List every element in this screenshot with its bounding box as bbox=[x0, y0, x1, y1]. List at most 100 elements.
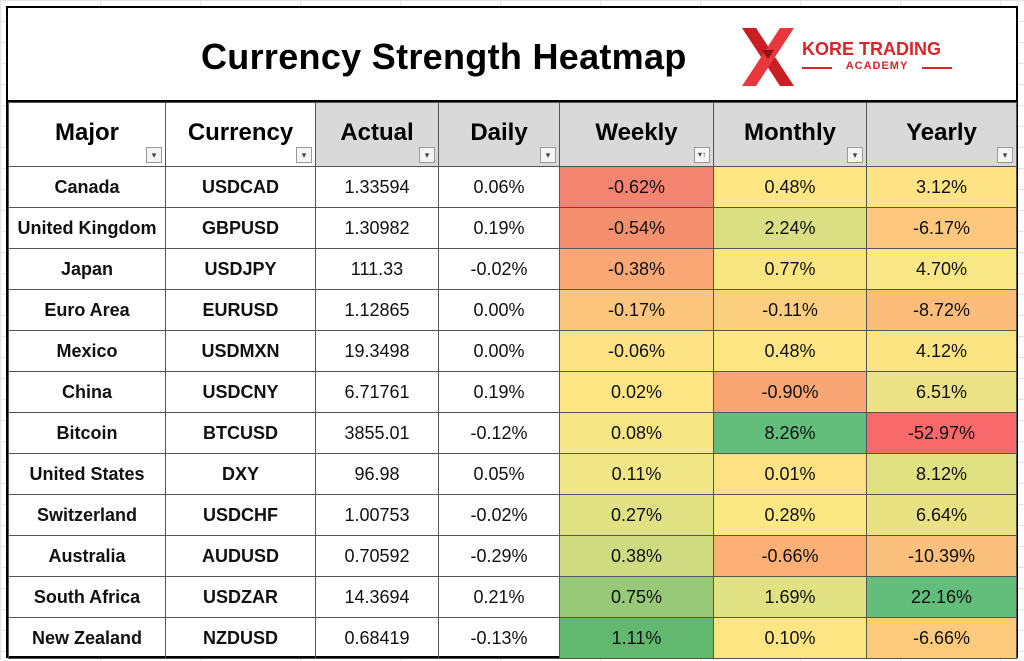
cell-weekly[interactable]: 0.08% bbox=[559, 412, 714, 454]
cell-actual[interactable]: 6.71761 bbox=[315, 371, 439, 413]
cell-actual[interactable]: 14.3694 bbox=[315, 576, 439, 618]
table-row: Bitcoin BTCUSD 3855.01 -0.12% 0.08% 8.26% -52.… bbox=[8, 412, 1017, 454]
cell-major[interactable]: New Zealand bbox=[8, 617, 166, 659]
cell-actual[interactable]: 111.33 bbox=[315, 248, 439, 290]
cell-actual[interactable]: 1.12865 bbox=[315, 289, 439, 331]
cell-actual[interactable]: 0.68419 bbox=[315, 617, 439, 659]
cell-major[interactable]: China bbox=[8, 371, 166, 413]
cell-yearly[interactable]: 8.12% bbox=[866, 453, 1017, 495]
cell-major[interactable]: Australia bbox=[8, 535, 166, 577]
cell-currency[interactable]: NZDUSD bbox=[165, 617, 316, 659]
cell-daily[interactable]: -0.13% bbox=[438, 617, 560, 659]
sort-filter-icon[interactable]: ▾↑ bbox=[694, 147, 710, 163]
cell-monthly[interactable]: 2.24% bbox=[713, 207, 867, 249]
cell-monthly[interactable]: 0.01% bbox=[713, 453, 867, 495]
cell-monthly[interactable]: -0.11% bbox=[713, 289, 867, 331]
cell-actual[interactable]: 1.33594 bbox=[315, 166, 439, 208]
cell-major[interactable]: Mexico bbox=[8, 330, 166, 372]
cell-major[interactable]: Bitcoin bbox=[8, 412, 166, 454]
cell-weekly[interactable]: -0.62% bbox=[559, 166, 714, 208]
cell-major[interactable]: Euro Area bbox=[8, 289, 166, 331]
cell-actual[interactable]: 96.98 bbox=[315, 453, 439, 495]
cell-weekly[interactable]: -0.38% bbox=[559, 248, 714, 290]
column-header-label: Monthly bbox=[744, 118, 836, 146]
cell-weekly[interactable]: -0.54% bbox=[559, 207, 714, 249]
cell-daily[interactable]: 0.06% bbox=[438, 166, 560, 208]
cell-major[interactable]: United States bbox=[8, 453, 166, 495]
cell-yearly[interactable]: 6.51% bbox=[866, 371, 1017, 413]
cell-currency[interactable]: USDMXN bbox=[165, 330, 316, 372]
cell-daily[interactable]: 0.05% bbox=[438, 453, 560, 495]
cell-weekly[interactable]: -0.06% bbox=[559, 330, 714, 372]
cell-weekly[interactable]: 0.27% bbox=[559, 494, 714, 536]
cell-currency[interactable]: USDCAD bbox=[165, 166, 316, 208]
cell-daily[interactable]: 0.19% bbox=[438, 207, 560, 249]
cell-yearly[interactable]: -6.66% bbox=[866, 617, 1017, 659]
cell-daily[interactable]: -0.29% bbox=[438, 535, 560, 577]
column-header-currency: Currency ▾ bbox=[165, 102, 316, 167]
cell-yearly[interactable]: -52.97% bbox=[866, 412, 1017, 454]
filter-dropdown-icon[interactable]: ▾ bbox=[847, 147, 863, 163]
cell-currency[interactable]: USDCHF bbox=[165, 494, 316, 536]
cell-currency[interactable]: DXY bbox=[165, 453, 316, 495]
currency-heatmap-table: Major ▾ Currency ▾ Actual ▾ Daily ▾ Weekly ▾↑ Mont… bbox=[8, 102, 1017, 659]
cell-currency[interactable]: USDJPY bbox=[165, 248, 316, 290]
cell-weekly[interactable]: 0.38% bbox=[559, 535, 714, 577]
cell-monthly[interactable]: 8.26% bbox=[713, 412, 867, 454]
cell-daily[interactable]: -0.02% bbox=[438, 494, 560, 536]
cell-daily[interactable]: -0.02% bbox=[438, 248, 560, 290]
cell-actual[interactable]: 1.00753 bbox=[315, 494, 439, 536]
cell-currency[interactable]: BTCUSD bbox=[165, 412, 316, 454]
filter-dropdown-icon[interactable]: ▾ bbox=[419, 147, 435, 163]
cell-daily[interactable]: 0.00% bbox=[438, 289, 560, 331]
filter-dropdown-icon[interactable]: ▾ bbox=[997, 147, 1013, 163]
cell-actual[interactable]: 19.3498 bbox=[315, 330, 439, 372]
cell-weekly[interactable]: 0.02% bbox=[559, 371, 714, 413]
cell-actual[interactable]: 1.30982 bbox=[315, 207, 439, 249]
cell-yearly[interactable]: 6.64% bbox=[866, 494, 1017, 536]
cell-yearly[interactable]: 4.70% bbox=[866, 248, 1017, 290]
cell-yearly[interactable]: -10.39% bbox=[866, 535, 1017, 577]
cell-actual[interactable]: 3855.01 bbox=[315, 412, 439, 454]
cell-daily[interactable]: -0.12% bbox=[438, 412, 560, 454]
cell-weekly[interactable]: 0.11% bbox=[559, 453, 714, 495]
cell-major[interactable]: United Kingdom bbox=[8, 207, 166, 249]
cell-currency[interactable]: AUDUSD bbox=[165, 535, 316, 577]
table-row: United Kingdom GBPUSD 1.30982 0.19% -0.54% 2.… bbox=[8, 207, 1017, 249]
cell-major[interactable]: Japan bbox=[8, 248, 166, 290]
cell-actual[interactable]: 0.70592 bbox=[315, 535, 439, 577]
cell-weekly[interactable]: -0.17% bbox=[559, 289, 714, 331]
cell-monthly[interactable]: 0.28% bbox=[713, 494, 867, 536]
cell-yearly[interactable]: -6.17% bbox=[866, 207, 1017, 249]
filter-dropdown-icon[interactable]: ▾ bbox=[296, 147, 312, 163]
table-row: Japan USDJPY 111.33 -0.02% -0.38% 0.77% 4.70% bbox=[8, 248, 1017, 290]
cell-monthly[interactable]: -0.90% bbox=[713, 371, 867, 413]
cell-yearly[interactable]: -8.72% bbox=[866, 289, 1017, 331]
cell-monthly[interactable]: 0.48% bbox=[713, 330, 867, 372]
cell-daily[interactable]: 0.21% bbox=[438, 576, 560, 618]
cell-major[interactable]: South Africa bbox=[8, 576, 166, 618]
table-row: Euro Area EURUSD 1.12865 0.00% -0.17% -0.11% -… bbox=[8, 289, 1017, 331]
cell-currency[interactable]: USDZAR bbox=[165, 576, 316, 618]
cell-yearly[interactable]: 22.16% bbox=[866, 576, 1017, 618]
cell-yearly[interactable]: 3.12% bbox=[866, 166, 1017, 208]
cell-monthly[interactable]: -0.66% bbox=[713, 535, 867, 577]
filter-dropdown-icon[interactable]: ▾ bbox=[540, 147, 556, 163]
cell-monthly[interactable]: 0.10% bbox=[713, 617, 867, 659]
filter-dropdown-icon[interactable]: ▾ bbox=[146, 147, 162, 163]
cell-daily[interactable]: 0.00% bbox=[438, 330, 560, 372]
cell-daily[interactable]: 0.19% bbox=[438, 371, 560, 413]
table-row: Canada USDCAD 1.33594 0.06% -0.62% 0.48% 3.12% bbox=[8, 166, 1017, 208]
cell-major[interactable]: Canada bbox=[8, 166, 166, 208]
cell-yearly[interactable]: 4.12% bbox=[866, 330, 1017, 372]
cell-monthly[interactable]: 0.77% bbox=[713, 248, 867, 290]
logo-divider-right bbox=[922, 67, 952, 69]
cell-monthly[interactable]: 1.69% bbox=[713, 576, 867, 618]
cell-major[interactable]: Switzerland bbox=[8, 494, 166, 536]
cell-weekly[interactable]: 1.11% bbox=[559, 617, 714, 659]
cell-currency[interactable]: USDCNY bbox=[165, 371, 316, 413]
cell-monthly[interactable]: 0.48% bbox=[713, 166, 867, 208]
cell-currency[interactable]: GBPUSD bbox=[165, 207, 316, 249]
cell-currency[interactable]: EURUSD bbox=[165, 289, 316, 331]
cell-weekly[interactable]: 0.75% bbox=[559, 576, 714, 618]
